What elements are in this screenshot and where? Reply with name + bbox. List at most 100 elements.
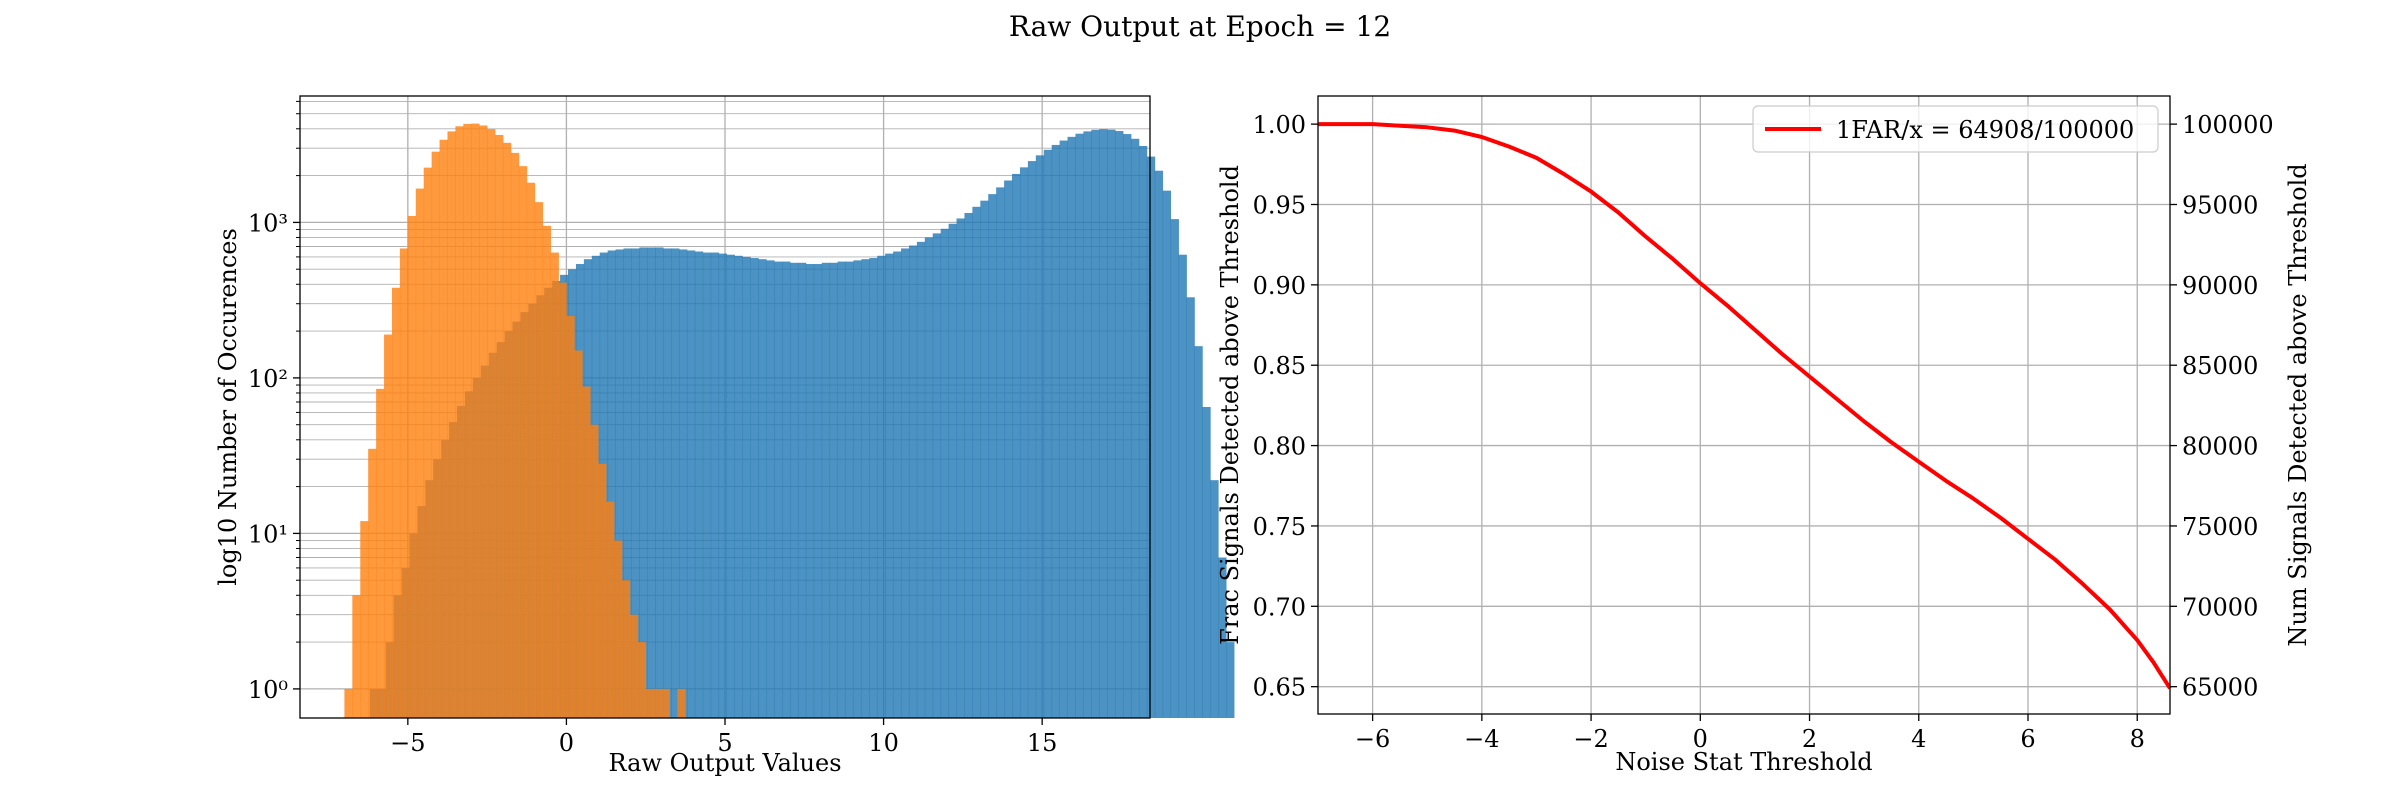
y-tick-label: 0.95 (1253, 191, 1306, 219)
histogram-bar (582, 386, 591, 718)
x-tick-label: 4 (1911, 725, 1926, 753)
histogram-bar (376, 388, 385, 718)
right-y-tick-label: 65000 (2182, 674, 2258, 702)
histogram-bar (829, 262, 838, 718)
histogram-bar (606, 501, 615, 718)
histogram-bars (344, 123, 1235, 719)
histogram-bar (694, 251, 704, 718)
histogram-bar (710, 252, 720, 718)
histogram-bar (869, 258, 878, 718)
histogram-bar (598, 463, 607, 718)
histogram-bar (1075, 133, 1084, 718)
histogram-bar (797, 262, 807, 718)
histogram-bar (726, 254, 735, 719)
histogram-bar (901, 248, 910, 719)
histogram-bar (956, 218, 965, 718)
histogram-bar (542, 225, 551, 718)
y-tick-label: 1.00 (1253, 111, 1306, 139)
y-tick-label: 10¹ (248, 520, 288, 548)
histogram-bar (916, 241, 926, 718)
histogram-bar (621, 580, 631, 718)
histogram-bar (805, 264, 815, 718)
histogram-bar (502, 142, 512, 718)
histogram-bar (782, 261, 791, 718)
histogram-bar (1162, 190, 1172, 719)
histogram-bar (463, 123, 472, 718)
legend-label: 1FAR/x = 64908/100000 (1836, 116, 2134, 144)
line-x-axis-label: Noise Stat Threshold (1615, 748, 1872, 776)
histogram-x-axis-label: Raw Output Values (608, 749, 841, 777)
x-tick-label: 2 (1802, 725, 1817, 753)
right-y-tick-label: 100000 (2182, 111, 2274, 139)
x-tick-label: 6 (2020, 725, 2035, 753)
histogram-bar (679, 249, 688, 718)
histogram-bar (766, 260, 775, 718)
histogram-bar (1202, 407, 1211, 718)
histogram-bar (1059, 140, 1068, 719)
x-tick-label: 10 (868, 729, 899, 757)
histogram-bar (677, 688, 686, 718)
histogram-bar (399, 248, 409, 719)
line-y-axis-label: Frac Signals Detected above Threshold (1216, 165, 1244, 645)
histogram-bar (908, 245, 918, 718)
figure-title: Raw Output at Epoch = 12 (1009, 10, 1391, 43)
histogram-bar (455, 126, 464, 719)
x-tick-label: −4 (1464, 725, 1499, 753)
y-tick-label: 0.65 (1253, 674, 1306, 702)
histogram-bar (526, 182, 536, 719)
histogram-y-ticks: 10⁰ 10¹ 10² 10³ (248, 100, 300, 704)
histogram-bar (686, 250, 696, 719)
histogram-bar (1099, 129, 1108, 718)
histogram-bar (885, 253, 894, 718)
line-x-ticks: −6 −4 −2 0 2 4 6 8 (1355, 714, 2145, 753)
histogram-bar (1123, 134, 1132, 718)
line-grid (1318, 96, 2170, 714)
histogram-bar (932, 233, 942, 719)
histogram-bar (423, 167, 433, 718)
histogram-bar (821, 262, 831, 718)
line-frame (1317, 95, 2171, 715)
y-tick-label: 0.70 (1253, 593, 1306, 621)
histogram-bar (1186, 297, 1195, 718)
x-tick-label: −2 (1573, 725, 1608, 753)
histogram-bar (1012, 173, 1021, 718)
histogram-series (344, 123, 686, 719)
histogram-bar (510, 152, 520, 719)
y-tick-label: 0.80 (1253, 433, 1306, 461)
histogram-bar (750, 258, 759, 718)
histogram-bar (558, 282, 567, 718)
histogram-bar (629, 614, 639, 718)
histogram-bar (566, 316, 575, 718)
histogram-bar (653, 688, 662, 718)
x-tick-label: 15 (1027, 729, 1058, 757)
histogram-bar (964, 212, 973, 718)
histogram-bar (718, 253, 727, 718)
histogram-bar (774, 261, 783, 718)
histogram-bar (837, 261, 846, 718)
histogram-bar (1146, 156, 1156, 719)
histogram-bar (639, 247, 648, 719)
histogram-bar (590, 424, 599, 718)
histogram-bar (607, 250, 616, 719)
y-tick-label: 0.85 (1253, 352, 1306, 380)
histogram-bar (742, 256, 751, 718)
histogram-bar (853, 260, 862, 718)
histogram-bar (948, 223, 957, 718)
histogram-bar (471, 123, 480, 718)
histogram-bar (631, 248, 640, 719)
histogram-bar (1194, 346, 1203, 718)
line-series (1318, 122, 2172, 690)
histogram-bar (940, 228, 950, 718)
line-right-y-axis-label: Num Signals Detected above Threshold (2284, 163, 2312, 646)
histogram-bar (1083, 131, 1092, 718)
line-right-y-ticks: 65000 70000 75000 80000 85000 90000 95000 10000… (2170, 111, 2274, 702)
histogram-bar (1170, 219, 1179, 718)
right-y-tick-label: 80000 (2182, 433, 2258, 461)
right-y-tick-label: 70000 (2182, 593, 2258, 621)
histogram-bar (663, 248, 672, 719)
right-y-tick-label: 85000 (2182, 352, 2258, 380)
histogram-bar (550, 252, 559, 718)
histogram-bar (790, 262, 799, 718)
histogram-bar (360, 521, 369, 718)
